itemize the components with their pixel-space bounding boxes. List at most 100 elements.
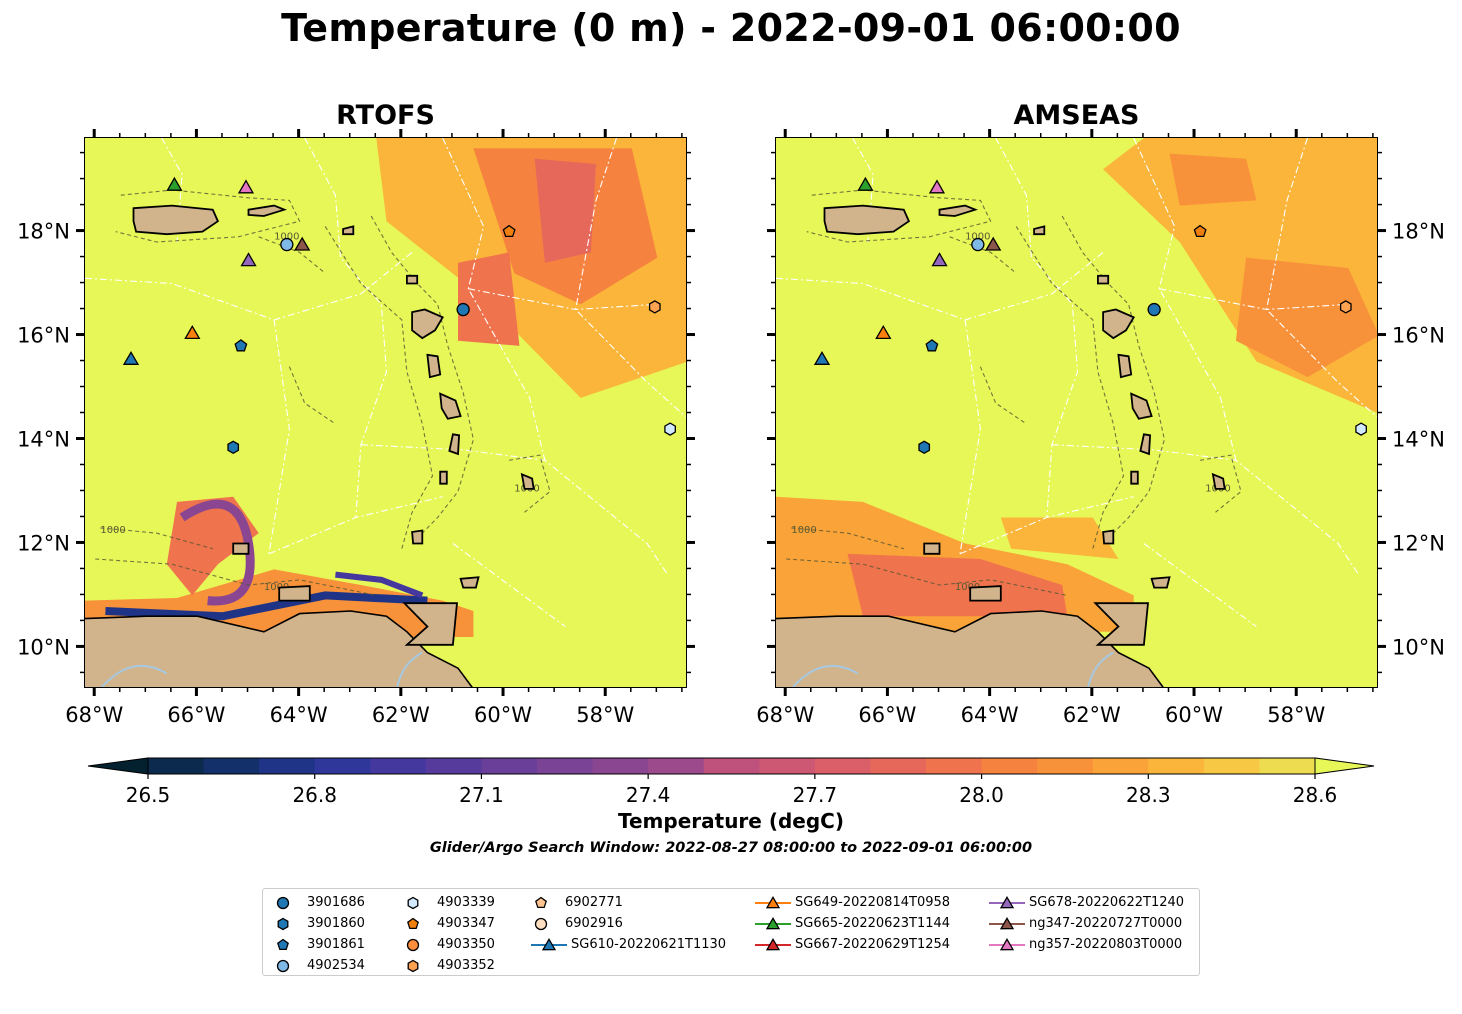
island-virgin-islands: [247, 204, 287, 217]
legend-marker: [755, 896, 791, 909]
marker-4903352: [1339, 300, 1352, 314]
island-margarita: [969, 585, 1002, 602]
marker-3901860: [918, 440, 931, 455]
colorbar-bin: [1148, 758, 1205, 774]
legend-label: 6902771: [565, 895, 623, 910]
y-tick-label: 10°N: [17, 635, 70, 659]
land-venezuela: [85, 610, 473, 687]
colorbar-bin: [870, 758, 927, 774]
marker-4903347: [1193, 224, 1207, 238]
island-martinique: [439, 392, 462, 420]
colorbar-bin: [703, 758, 760, 774]
y-tick-label: 16°N: [17, 324, 70, 348]
legend-symbol: [765, 938, 781, 951]
island-grenada: [1102, 529, 1115, 545]
legend-label: 4902534: [307, 958, 365, 973]
legend-marker: [406, 938, 420, 952]
legend-symbol: [999, 938, 1015, 951]
colorbar-bin: [425, 758, 482, 774]
legend-marker: [277, 917, 289, 931]
x-tick-label: 60°W: [1165, 703, 1223, 727]
colorbar-bin: [314, 758, 371, 774]
colorbar-tick-label: 26.5: [126, 783, 171, 807]
y-tick-label: 18°N: [1392, 220, 1445, 244]
island-virgin-islands: [938, 204, 978, 217]
figure-title: Temperature (0 m) - 2022-09-01 06:00:00: [281, 6, 1181, 50]
temperature-field: [776, 138, 1377, 687]
legend-symbol: [276, 959, 290, 973]
colorbar-tick-label: 27.4: [626, 783, 671, 807]
colorbar-bin: [981, 758, 1038, 774]
island-dominica: [426, 353, 442, 379]
legend-marker: [989, 917, 1025, 930]
marker-4903347: [502, 224, 516, 238]
colorbar-extend-max: [1314, 757, 1375, 775]
y-tick-label: 10°N: [1392, 635, 1445, 659]
contour-label: 1000: [955, 582, 980, 593]
legend-symbol: [406, 938, 420, 952]
legend-symbol: [407, 896, 419, 910]
river: [791, 664, 859, 687]
marker-SG610-20220621T1130: [122, 351, 140, 365]
marker-3901861: [234, 339, 248, 352]
panel-title-rtofs: RTOFS: [336, 100, 435, 131]
legend-label: ng357-20220803T0000: [1029, 937, 1183, 952]
colorbar-bin: [148, 758, 205, 774]
colorbar-bin: [592, 758, 649, 774]
colorbar-bin: [1092, 758, 1149, 774]
legend-label: ng347-20220727T0000: [1029, 916, 1183, 931]
x-tick-label: 58°W: [576, 703, 634, 727]
marker-4903352: [648, 300, 661, 314]
marker-SG665-20220623T1144: [166, 176, 183, 191]
x-tick-label: 62°W: [372, 703, 430, 727]
y-tick-label: 12°N: [17, 531, 70, 555]
marker-3901860: [227, 440, 240, 455]
island-grenada: [411, 529, 424, 545]
marker-3901861: [925, 339, 939, 352]
panel-title-amseas: AMSEAS: [1013, 100, 1140, 131]
legend-marker: [407, 896, 419, 910]
colorbar-tick-label: 28.6: [1293, 783, 1338, 807]
x-tick-label: 58°W: [1267, 703, 1325, 727]
island-puerto-rico: [823, 204, 911, 236]
x-tick-label: 62°W: [1063, 703, 1121, 727]
river: [1087, 651, 1114, 687]
search-window-note: Glider/Argo Search Window: 2022-08-27 08…: [429, 840, 1033, 856]
marker-SG649-20220814T0958: [184, 325, 201, 340]
colorbar-bin: [1259, 758, 1316, 774]
x-tick-label: 64°W: [270, 703, 328, 727]
marker-SG610-20220621T1130: [813, 351, 831, 365]
colorbar-tick-label: 26.8: [292, 783, 337, 807]
legend-symbol: [541, 938, 557, 951]
legend-marker: [989, 896, 1025, 909]
contour-label: 1000: [274, 231, 299, 242]
colorbar-bin: [370, 758, 427, 774]
eez-boundaries: [776, 138, 1377, 628]
marker-ng347-20220727T0000: [294, 236, 311, 251]
marker-ng357-20220803T0000: [237, 179, 255, 194]
land-islands: [132, 204, 535, 646]
colorbar-tick-label: 28.3: [1126, 783, 1171, 807]
legend-marker: [755, 938, 791, 951]
legend-marker: [535, 896, 547, 909]
legend-label: 3901861: [307, 937, 365, 952]
colorbar-bin: [648, 758, 705, 774]
legend-label: SG665-20220623T1144: [795, 916, 951, 931]
colorbar-bin: [259, 758, 316, 774]
legend-symbol: [277, 917, 289, 931]
observation-markers: [122, 176, 676, 455]
island-antigua: [405, 274, 419, 285]
legend-label: SG610-20220621T1130: [571, 937, 727, 952]
island-curacao-area: [923, 542, 941, 555]
legend-marker: [534, 917, 548, 931]
y-tick-label: 16°N: [1392, 324, 1445, 348]
marker-SG678-20220622T1240: [240, 252, 257, 267]
x-tick-label: 68°W: [756, 703, 814, 727]
island-martinique: [1130, 392, 1153, 420]
x-tick-label: 66°W: [858, 703, 916, 727]
x-tick-label: 64°W: [961, 703, 1019, 727]
y-tick-label: 14°N: [17, 427, 70, 451]
colorbar-bin: [1037, 758, 1094, 774]
